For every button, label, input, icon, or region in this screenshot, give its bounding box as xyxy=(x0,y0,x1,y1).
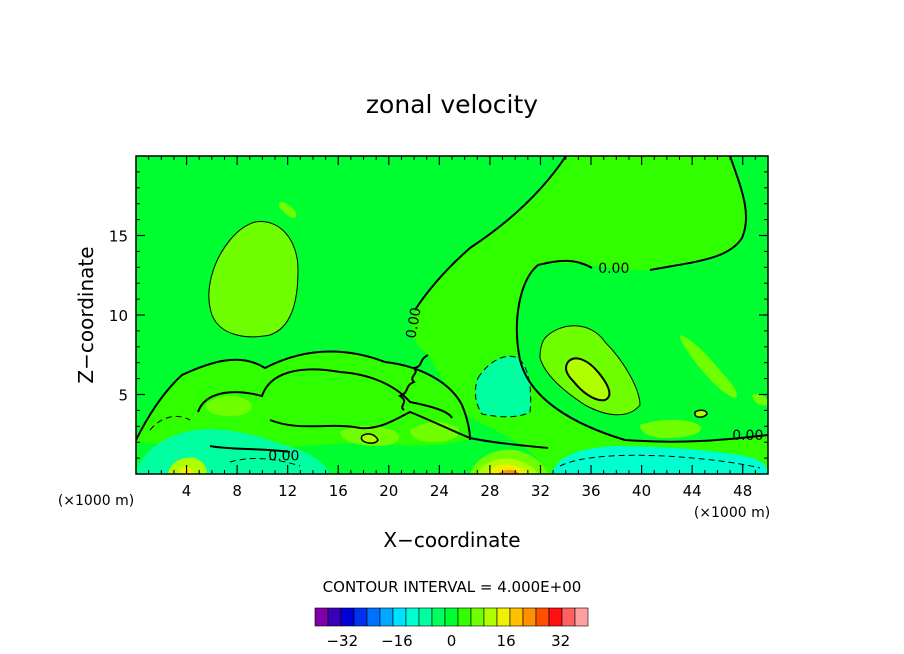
x-tick-label-1: 8 xyxy=(232,482,242,500)
x-axis: 4 8 12 16 20 24 28 32 36 40 44 48 xyxy=(148,156,756,500)
region-positive-surface-b-core xyxy=(486,464,529,474)
colorbar-swatch-9 xyxy=(431,607,446,627)
contour-label-1: 0.00 xyxy=(403,306,424,339)
contour-interval-label: CONTOUR INTERVAL = 4.000E+00 xyxy=(323,578,582,596)
colorbar-swatch-6 xyxy=(392,607,407,627)
colorbar-swatch-0 xyxy=(314,607,329,627)
x-axis-label: X−coordinate xyxy=(383,528,520,552)
colorbar-swatch-19 xyxy=(561,607,576,627)
x-unit-label-right: (×1000 m) xyxy=(694,505,770,521)
chart-title: zonal velocity xyxy=(366,90,538,119)
contour-zero-main xyxy=(414,156,567,311)
x-tick-label-2: 12 xyxy=(278,482,297,500)
contour-label-0: 0.00 xyxy=(598,261,629,277)
region-positive-core-east xyxy=(565,357,611,402)
region-negative-east-surface xyxy=(552,446,768,474)
x-tick-label-7: 32 xyxy=(531,482,550,500)
region-positive-patch-1 xyxy=(205,396,252,416)
y-axis: 5 10 15 xyxy=(109,171,768,459)
colorbar-swatch-11 xyxy=(457,607,472,627)
contour-zero-layer xyxy=(197,368,549,449)
contour-pos-thin xyxy=(208,221,641,416)
x-unit-label-left: (×1000 m) xyxy=(58,493,134,509)
contour-zero-east xyxy=(515,156,768,443)
colorbar: −32 −16 0 16 32 xyxy=(314,607,589,650)
contour-neg-dashed xyxy=(149,355,761,469)
y-tick-label-2: 15 xyxy=(109,228,128,246)
colorbar-swatch-4 xyxy=(366,607,381,627)
colorbar-swatch-20 xyxy=(574,607,589,627)
colorbar-tick-label-2: 0 xyxy=(447,632,457,650)
region-positive-surface-b-peak xyxy=(498,470,519,474)
colorbar-swatch-16 xyxy=(522,607,537,627)
colorbar-swatch-13 xyxy=(483,607,498,627)
colorbar-swatch-1 xyxy=(327,607,342,627)
x-tick-label-5: 24 xyxy=(430,482,449,500)
plot-area xyxy=(136,156,768,474)
region-positive-patch-3 xyxy=(360,433,379,444)
colorbar-swatch-12 xyxy=(470,607,485,627)
x-tick-label-6: 28 xyxy=(480,482,499,500)
region-positive-surface-a-core xyxy=(178,467,194,474)
region-positive-patch-7 xyxy=(694,409,708,418)
region-positive-patch-8 xyxy=(752,394,768,406)
x-tick-label-3: 16 xyxy=(329,482,348,500)
colorbar-swatch-14 xyxy=(496,607,511,627)
contour-zero-wavy xyxy=(397,354,429,411)
colorbar-swatch-15 xyxy=(509,607,524,627)
colorbar-swatch-7 xyxy=(405,607,420,627)
colorbar-tick-label-4: 32 xyxy=(551,632,570,650)
x-tick-label-11: 48 xyxy=(733,482,752,500)
contour-zero-lowband xyxy=(136,350,471,453)
region-positive-surface-a xyxy=(168,457,207,474)
x-tick-label-8: 36 xyxy=(581,482,600,500)
contour-labels: 0.00 0.00 0.00 0.00 xyxy=(268,261,763,465)
region-negative-central xyxy=(475,356,531,417)
region-positive-patch-5 xyxy=(640,419,701,438)
colorbar-tick-label-0: −32 xyxy=(326,632,358,650)
x-tick-label-4: 20 xyxy=(379,482,398,500)
colorbar-swatch-2 xyxy=(340,607,355,627)
x-tick-label-10: 44 xyxy=(683,482,702,500)
contour-label-3: 0.00 xyxy=(732,428,763,444)
y-tick-label-1: 10 xyxy=(109,307,128,325)
x-tick-label-9: 40 xyxy=(632,482,651,500)
colorbar-tick-label-1: −16 xyxy=(381,632,413,650)
colorbar-swatch-8 xyxy=(418,607,433,627)
colorbar-swatch-5 xyxy=(379,607,394,627)
region-positive-blob-small xyxy=(278,202,297,218)
colorbar-swatch-18 xyxy=(548,607,563,627)
y-tick-label-0: 5 xyxy=(118,387,128,405)
colorbar-tick-label-3: 16 xyxy=(497,632,516,650)
colorbar-swatch-10 xyxy=(444,607,459,627)
y-axis-label: Z−coordinate xyxy=(74,246,98,383)
contour-label-2: 0.00 xyxy=(268,449,299,465)
colorbar-swatch-17 xyxy=(535,607,550,627)
x-tick-label-0: 4 xyxy=(182,482,192,500)
region-positive-patch-6 xyxy=(680,335,737,398)
region-positive-blob-upper xyxy=(208,221,298,337)
colorbar-swatch-3 xyxy=(353,607,368,627)
